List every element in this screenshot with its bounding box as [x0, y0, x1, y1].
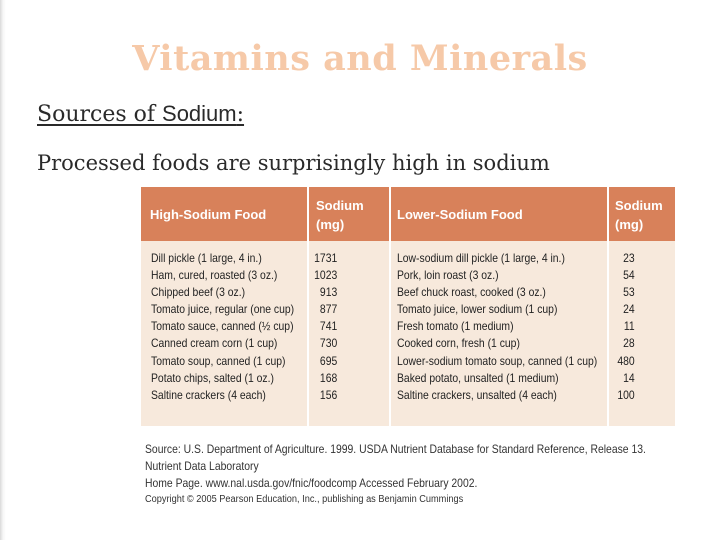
- table-source-note: Source: U.S. Department of Agriculture. …: [145, 441, 673, 492]
- table-cell: Ham, cured, roasted (3 oz.): [151, 268, 278, 283]
- column-divider: [389, 187, 391, 426]
- table-cell: Potato chips, salted (1 oz.): [151, 370, 274, 385]
- table-cell: 913: [319, 285, 337, 300]
- header-lower-sodium-unit: (mg): [615, 217, 644, 232]
- table-cell: Lower-sodium tomato soup, canned (1 cup): [397, 353, 598, 368]
- slide-title: Vitamins and Minerals: [132, 38, 588, 79]
- table-cell: 695: [319, 353, 337, 368]
- sodium-table-figure: High-Sodium Food Sodium (mg) Lower-Sodiu…: [138, 184, 678, 514]
- table-cell: Baked potato, unsalted (1 medium): [397, 370, 559, 385]
- table-cell: Fresh tomato (1 medium): [397, 319, 514, 334]
- table-header: [141, 187, 675, 241]
- table-cell: 1731: [313, 251, 337, 265]
- table-cell: 23: [623, 251, 635, 265]
- table-cell: 480: [617, 353, 635, 368]
- table-cell: 14: [623, 370, 635, 385]
- table-cell: 53: [623, 285, 635, 300]
- table-cell: 11: [624, 319, 635, 334]
- sodium-table: High-Sodium Food Sodium (mg) Lower-Sodiu…: [141, 187, 675, 426]
- table-cell: Canned cream corn (1 cup): [151, 336, 278, 351]
- table-cell: Dill pickle (1 large, 4 in.): [151, 251, 262, 265]
- high-sodium-mg-column: 1731 1023 913 877 741 730 695 168 156: [314, 250, 337, 404]
- subtitle-keyword: Sodium: [162, 101, 237, 126]
- table-cell: 1023: [313, 268, 337, 283]
- table-cell: Saltine crackers, unsalted (4 each): [397, 387, 557, 402]
- table-cell: Low-sodium dill pickle (1 large, 4 in.): [397, 251, 565, 265]
- header-high-sodium-label: Sodium: [316, 198, 364, 213]
- table-cell: 24: [623, 302, 635, 317]
- lower-sodium-mg-column: 23 54 53 24 11 28 480 14 100: [618, 250, 635, 404]
- header-high-sodium-mg: Sodium (mg): [316, 196, 364, 234]
- copyright-notice: Copyright © 2005 Pearson Education, Inc.…: [145, 494, 464, 505]
- table-cell: 730: [319, 336, 337, 351]
- table-cell: Cooked corn, fresh (1 cup): [397, 336, 520, 351]
- header-lower-sodium-mg: Sodium (mg): [615, 196, 663, 234]
- lower-sodium-food-column: Low-sodium dill pickle (1 large, 4 in.) …: [397, 250, 597, 404]
- header-lower-sodium-food: Lower-Sodium Food: [397, 207, 523, 222]
- table-cell: 100: [617, 387, 635, 402]
- table-cell: Chipped beef (3 oz.): [151, 285, 246, 300]
- table-cell: Tomato juice, regular (one cup): [151, 302, 295, 317]
- table-cell: Saltine crackers (4 each): [151, 387, 266, 402]
- table-cell: 168: [319, 370, 337, 385]
- high-sodium-food-column: Dill pickle (1 large, 4 in.) Ham, cured,…: [151, 250, 294, 404]
- column-divider: [307, 187, 309, 426]
- subtitle-prefix: Sources of: [37, 102, 163, 127]
- subtitle-suffix: :: [236, 102, 245, 127]
- table-cell: Tomato sauce, canned (½ cup): [151, 319, 294, 334]
- header-high-sodium-unit: (mg): [316, 217, 345, 232]
- column-divider: [607, 187, 609, 426]
- table-cell: 156: [319, 387, 337, 402]
- header-high-sodium-food: High-Sodium Food: [150, 207, 267, 222]
- source-line-1: Source: U.S. Department of Agriculture. …: [145, 442, 646, 473]
- slide-body-text: Processed foods are surprisingly high in…: [37, 151, 550, 175]
- table-cell: Tomato juice, lower sodium (1 cup): [397, 302, 558, 317]
- slide-left-edge: [0, 0, 6, 540]
- slide-subtitle: Sources of Sodium:: [37, 101, 244, 127]
- header-lower-sodium-label: Sodium: [615, 198, 663, 213]
- table-cell: Pork, loin roast (3 oz.): [397, 268, 499, 283]
- table-cell: 28: [623, 336, 635, 351]
- table-cell: 877: [319, 302, 337, 317]
- source-line-2: Home Page. www.nal.usda.gov/fnic/foodcom…: [145, 476, 478, 490]
- table-cell: Tomato soup, canned (1 cup): [151, 353, 286, 368]
- table-cell: 741: [319, 319, 337, 334]
- table-cell: Beef chuck roast, cooked (3 oz.): [397, 285, 546, 300]
- table-cell: 54: [623, 268, 635, 283]
